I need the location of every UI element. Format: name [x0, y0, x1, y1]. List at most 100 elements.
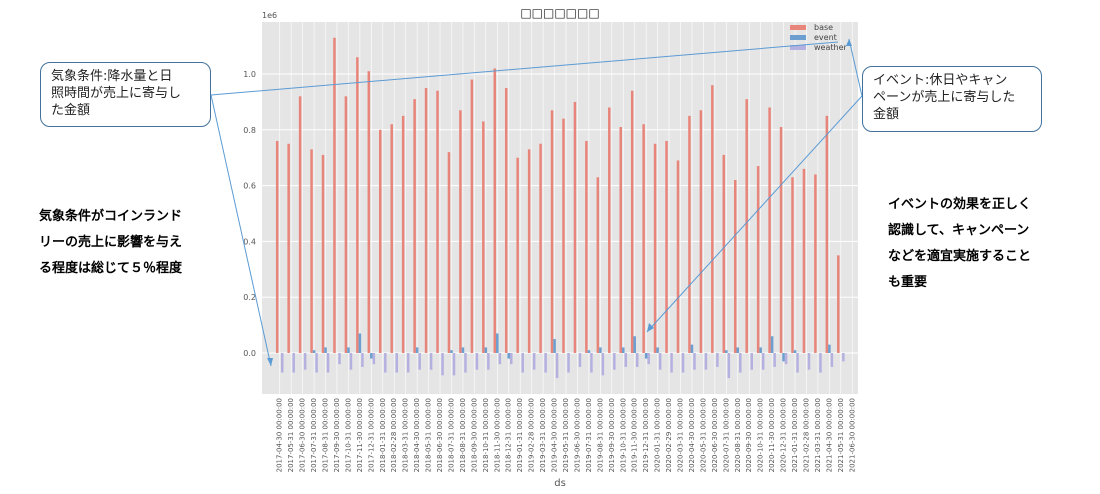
x-tick-label: 2020-02-29 00:00:00	[665, 398, 673, 472]
bar-base	[676, 160, 680, 353]
bar-weather	[613, 353, 616, 370]
x-tick-label: 2018-07-31 00:00:00	[447, 398, 455, 472]
x-tick-labels: 2017-04-30 00:00:00 2017-05-31 00:00:00 20…	[276, 398, 857, 472]
bar-weather	[750, 353, 753, 370]
bar-base	[837, 255, 840, 353]
bar-base	[630, 90, 634, 354]
bar-weather	[303, 353, 307, 370]
x-tick-label: 2018-02-28 00:00:00	[390, 398, 398, 472]
bar-weather	[418, 353, 421, 370]
x-tick-label: 2018-10-31 00:00:00	[482, 398, 490, 472]
bar-event	[725, 350, 728, 353]
bar-base	[447, 152, 451, 353]
arrow-event-line	[646, 95, 863, 333]
bar-base	[665, 140, 668, 353]
bar-base	[516, 157, 519, 353]
bar-base	[493, 68, 497, 354]
bar-weather	[521, 353, 524, 373]
x-tick-label: 2020-09-30 00:00:00	[745, 398, 753, 472]
x-tick-label: 2021-04-30 00:00:00	[825, 398, 833, 472]
x-tick-label: 2021-02-28 00:00:00	[802, 398, 810, 472]
left-note: 気象条件がコインランド リーの売上に影響を与え る程度は総じて５％程度	[39, 209, 183, 276]
x-tick-label: 2017-06-30 00:00:00	[299, 398, 307, 472]
bar-base	[436, 90, 439, 354]
bar-base	[573, 101, 577, 354]
bar-weather	[395, 353, 399, 373]
arrowhead-weather-down	[267, 358, 273, 366]
bar-weather	[567, 353, 570, 373]
x-tick-label: 2017-04-30 00:00:00	[276, 398, 284, 472]
legend-label-base: base	[814, 23, 833, 32]
bar-event	[312, 350, 316, 353]
bar-weather	[704, 353, 708, 370]
x-axis-label: ds	[554, 478, 566, 489]
x-tick-label: 2018-05-31 00:00:00	[425, 398, 433, 472]
bar-weather	[280, 353, 284, 373]
bar-base	[390, 124, 393, 353]
x-tick-label: 2021-01-31 00:00:00	[791, 398, 799, 472]
bar-base	[367, 71, 371, 354]
bar-event	[358, 333, 362, 353]
bar-event	[599, 347, 602, 353]
bar-base	[596, 177, 600, 353]
bar-base	[287, 143, 290, 353]
legend-swatch-event	[790, 35, 806, 40]
x-tick-label: 2019-11-30 00:00:00	[631, 398, 639, 472]
x-tick-label: 2017-11-30 00:00:00	[356, 398, 364, 472]
x-tick-label: 2018-09-30 00:00:00	[470, 398, 478, 472]
bar-base	[459, 110, 462, 354]
legend-swatch-base	[790, 25, 806, 30]
bar-event	[347, 347, 350, 353]
bar-base	[779, 127, 783, 353]
bar-base	[539, 143, 542, 353]
x-tick-label: 2018-08-31 00:00:00	[459, 398, 467, 472]
bar-weather	[372, 353, 376, 365]
x-tick-label: 2020-08-31 00:00:00	[734, 398, 742, 472]
bar-weather	[441, 353, 444, 376]
bar-base	[642, 124, 645, 353]
bar-base	[688, 115, 691, 353]
arrow-weather-line	[210, 41, 839, 96]
bar-weather	[464, 353, 467, 373]
bar-weather	[429, 353, 433, 370]
bar-event	[450, 350, 453, 353]
x-tick-label: 2019-01-31 00:00:00	[516, 398, 524, 472]
x-tick-label: 2020-03-31 00:00:00	[677, 398, 685, 472]
x-tick-label: 2020-12-31 00:00:00	[780, 398, 788, 472]
x-tick-label: 2019-10-31 00:00:00	[619, 398, 627, 472]
bar-weather	[693, 353, 696, 370]
arrow-weather-down	[210, 94, 272, 367]
legend-label-weather: weather	[814, 43, 847, 52]
bar-weather	[727, 353, 731, 379]
bar-weather	[578, 353, 582, 367]
bar-base	[562, 118, 565, 353]
x-tick-label: 2019-12-31 00:00:00	[642, 398, 650, 472]
bar-event	[644, 353, 648, 359]
bar-base	[321, 154, 325, 353]
bar-event	[587, 350, 591, 353]
x-tick-label: 2019-06-30 00:00:00	[573, 398, 581, 472]
bar-weather	[292, 353, 295, 373]
bar-base	[768, 107, 771, 353]
bar-base	[699, 110, 703, 354]
bar-base	[298, 96, 302, 353]
bar-base	[401, 115, 405, 353]
bar-event	[370, 353, 373, 359]
bar-event	[690, 344, 694, 353]
bar-weather	[819, 353, 822, 373]
bar-event	[507, 353, 511, 359]
x-tick-label: 2018-04-30 00:00:00	[413, 398, 421, 472]
y-tick-label: 0.4	[243, 237, 256, 246]
bar-weather	[716, 353, 719, 367]
x-tick-label: 2019-04-30 00:00:00	[551, 398, 559, 472]
bar-weather	[406, 353, 410, 373]
x-tick-label: 2018-01-31 00:00:00	[379, 398, 387, 472]
x-tick-label: 2019-03-31 00:00:00	[539, 398, 547, 472]
bar-base	[550, 110, 554, 354]
bar-base	[310, 149, 313, 353]
bar-base	[653, 143, 657, 353]
bar-base	[504, 87, 508, 353]
y-tick-label: 0.6	[243, 182, 256, 191]
bar-base	[413, 99, 416, 353]
